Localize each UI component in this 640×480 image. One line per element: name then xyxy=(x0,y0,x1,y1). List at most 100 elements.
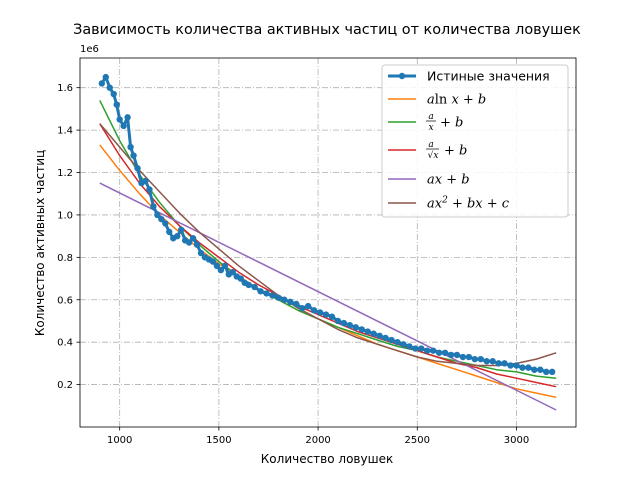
plot-area xyxy=(98,73,557,411)
legend-fraction-numerator: a xyxy=(428,140,433,150)
x-tick-label: 2000 xyxy=(305,435,330,446)
data-point xyxy=(166,228,173,236)
data-point xyxy=(400,341,407,348)
data-point xyxy=(269,292,276,299)
data-point xyxy=(548,368,556,376)
plot-frame xyxy=(79,57,577,428)
data-point xyxy=(237,275,244,282)
data-point xyxy=(197,249,205,257)
data-point xyxy=(322,311,330,318)
data-point xyxy=(304,302,312,310)
legend-label: + b xyxy=(444,144,467,159)
data-point xyxy=(217,266,225,274)
data-point xyxy=(489,358,496,365)
data-point xyxy=(483,358,490,365)
data-point xyxy=(189,235,197,242)
data-point xyxy=(358,326,365,333)
data-point xyxy=(406,343,413,350)
data-point xyxy=(465,353,473,361)
data-point xyxy=(382,334,389,342)
data-point xyxy=(110,90,117,98)
data-point xyxy=(162,220,169,227)
data-point xyxy=(221,262,229,270)
data-point xyxy=(229,268,236,276)
data-point xyxy=(257,288,264,295)
data-point xyxy=(263,290,270,297)
x-tick-label: 1000 xyxy=(107,435,132,446)
data-point xyxy=(299,305,306,312)
data-point xyxy=(275,294,282,301)
data-point xyxy=(316,309,324,316)
data-point xyxy=(185,239,193,246)
data-point xyxy=(174,232,181,240)
data-point xyxy=(134,165,141,172)
x-axis-title: Количество ловушек xyxy=(261,452,393,466)
legend-label: Истиные значения xyxy=(427,69,550,84)
legend-label: + b xyxy=(440,116,463,131)
data-point xyxy=(471,355,479,363)
data-point xyxy=(477,355,484,363)
x-tick-label: 3000 xyxy=(504,435,529,446)
data-point xyxy=(177,226,185,233)
data-point xyxy=(213,262,221,270)
data-point xyxy=(287,298,294,306)
data-point xyxy=(376,332,383,340)
data-point xyxy=(501,360,508,367)
series-line-fit xyxy=(99,182,557,411)
series-line-fit xyxy=(99,123,557,367)
legend-fraction-numerator: a xyxy=(428,112,433,122)
data-point xyxy=(158,215,165,223)
legend-label: ax + b xyxy=(427,173,470,188)
legend-fraction-denominator: √x xyxy=(428,150,439,161)
data-point xyxy=(424,347,431,354)
data-point xyxy=(106,84,113,91)
data-point xyxy=(543,368,550,376)
data-point xyxy=(146,186,153,193)
y-tick-label: 1.0 xyxy=(57,210,73,221)
data-point xyxy=(388,336,395,344)
legend-marker xyxy=(398,72,406,80)
data-point xyxy=(334,317,342,325)
data-point xyxy=(130,152,137,159)
axes: 1000 1500 2000 2500 3000 0.2 0.4 0.6 0.8 1.0 1.2 1.… xyxy=(57,57,577,446)
data-point xyxy=(459,353,467,361)
data-point xyxy=(310,307,318,314)
data-point xyxy=(245,281,252,289)
y-tick-label: 0.6 xyxy=(57,295,73,306)
data-point xyxy=(209,258,217,265)
data-point xyxy=(352,324,359,331)
data-point xyxy=(418,345,425,352)
data-point xyxy=(328,313,336,320)
data-point xyxy=(346,322,354,329)
data-point xyxy=(447,351,455,359)
data-point xyxy=(364,328,371,335)
data-point xyxy=(124,114,131,121)
legend-box xyxy=(381,64,569,218)
data-point xyxy=(519,364,526,371)
data-point xyxy=(142,177,149,185)
y-tick-label: 0.4 xyxy=(57,338,73,349)
data-point xyxy=(412,345,419,352)
data-point xyxy=(120,122,127,130)
chart-title: Зависимость количества активных частиц о… xyxy=(73,22,581,38)
y-tick-label: 1.2 xyxy=(57,168,73,179)
data-point xyxy=(293,300,300,308)
data-point xyxy=(281,296,288,303)
data-point xyxy=(525,364,532,371)
data-point xyxy=(435,349,443,356)
data-point xyxy=(394,338,401,346)
legend-label: aln x + b xyxy=(427,93,486,108)
data-point xyxy=(441,349,449,356)
data-point xyxy=(113,101,120,108)
data-point xyxy=(98,80,106,87)
data-point xyxy=(370,330,377,337)
data-point xyxy=(340,319,348,327)
x-tick-label: 1500 xyxy=(206,435,231,446)
data-point xyxy=(127,143,134,151)
y-tick-label: 0.2 xyxy=(57,380,73,391)
data-point xyxy=(495,360,502,367)
data-point xyxy=(507,362,514,369)
y-tick-label: 1.4 xyxy=(57,126,73,137)
y-tick-label: 0.8 xyxy=(57,253,73,264)
